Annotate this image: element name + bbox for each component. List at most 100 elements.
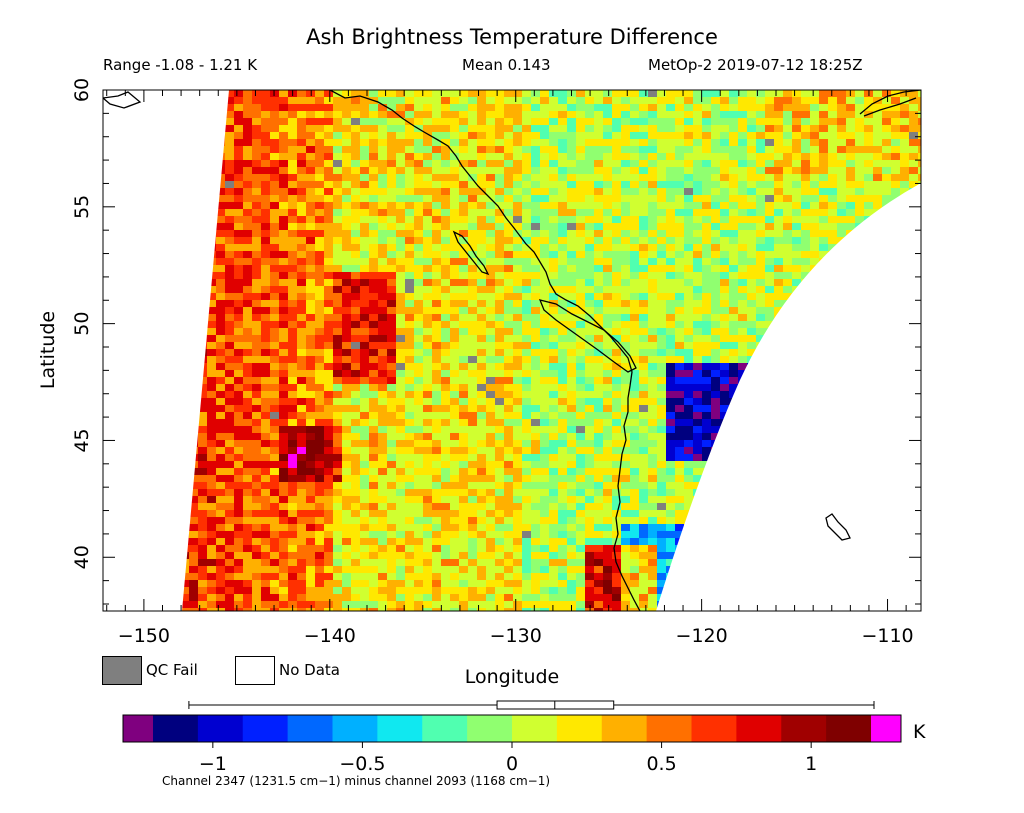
swath-cell <box>513 370 522 377</box>
swath-cell <box>702 230 711 237</box>
swath-cell <box>378 356 387 363</box>
swath-cell <box>513 146 522 153</box>
swath-cell <box>585 412 594 419</box>
swath-cell <box>432 223 441 230</box>
swath-cell <box>324 146 333 153</box>
swath-cell <box>531 279 540 286</box>
swath-cell <box>657 405 666 412</box>
swath-cell <box>594 349 603 356</box>
swath-cell <box>792 146 801 153</box>
swath-cell <box>675 118 684 125</box>
swath-cell <box>684 97 693 104</box>
swath-cell <box>252 195 261 202</box>
swath-cell <box>621 244 630 251</box>
swath-cell <box>477 160 486 167</box>
swath-cell <box>360 398 369 405</box>
swath-cell <box>729 125 738 132</box>
swath-cell <box>459 97 468 104</box>
swath-cell <box>216 223 225 230</box>
swath-cell <box>918 461 921 468</box>
swath-cell <box>207 202 216 209</box>
swath-cell <box>297 153 306 160</box>
swath-cell <box>279 475 288 482</box>
swath-cell <box>513 174 522 181</box>
swath-cell <box>378 307 387 314</box>
swath-cell <box>279 412 288 419</box>
swath-cell <box>414 335 423 342</box>
swath-cell <box>270 146 279 153</box>
swath-cell <box>846 489 855 496</box>
swath-cell <box>819 307 828 314</box>
swath-cell <box>405 230 414 237</box>
swath-cell <box>270 405 279 412</box>
swath-cell <box>666 97 675 104</box>
swath-cell <box>873 146 882 153</box>
swath-cell <box>540 370 549 377</box>
swath-cell <box>477 377 486 384</box>
swath-cell <box>369 433 378 440</box>
swath-cell <box>315 328 324 335</box>
swath-cell <box>351 153 360 160</box>
swath-cell <box>459 468 468 475</box>
swath-cell <box>306 482 315 489</box>
swath-cell <box>423 356 432 363</box>
swath-cell <box>324 272 333 279</box>
swath-cell <box>846 258 855 265</box>
swath-cell <box>882 174 891 181</box>
swath-cell <box>603 370 612 377</box>
swath-cell <box>342 468 351 475</box>
swath-cell <box>675 489 684 496</box>
swath-cell <box>864 209 873 216</box>
swath-cell <box>612 356 621 363</box>
swath-cell <box>720 188 729 195</box>
swath-cell <box>801 503 810 510</box>
swath-cell <box>540 132 549 139</box>
swath-cell <box>720 426 729 433</box>
swath-cell <box>378 440 387 447</box>
swath-cell <box>837 216 846 223</box>
swath-cell <box>207 279 216 286</box>
swath-cell <box>504 286 513 293</box>
swath-cell <box>612 202 621 209</box>
swath-cell <box>387 475 396 482</box>
swath-cell <box>513 237 522 244</box>
swath-cell <box>342 398 351 405</box>
swath-cell <box>846 279 855 286</box>
swath-cell <box>360 125 369 132</box>
swath-cell <box>909 160 918 167</box>
swath-cell <box>324 118 333 125</box>
swath-cell <box>342 412 351 419</box>
swath-cell <box>504 426 513 433</box>
swath-cell <box>405 356 414 363</box>
swath-cell <box>369 349 378 356</box>
swath-cell <box>315 132 324 139</box>
swath-cell <box>261 335 270 342</box>
swath-cell <box>468 447 477 454</box>
swath-cell <box>513 440 522 447</box>
swath-cell <box>261 216 270 223</box>
swath-cell <box>450 258 459 265</box>
swath-cell <box>756 188 765 195</box>
swath-cell <box>738 363 747 370</box>
swath-cell <box>396 461 405 468</box>
swath-cell <box>360 293 369 300</box>
swath-cell <box>216 349 225 356</box>
swath-cell <box>576 160 585 167</box>
swath-cell <box>900 167 909 174</box>
swath-cell <box>828 496 837 503</box>
swath-cell <box>513 265 522 272</box>
swath-cell <box>468 202 477 209</box>
swath-cell <box>657 391 666 398</box>
swath-cell <box>594 412 603 419</box>
swath-cell <box>189 314 198 321</box>
swath-cell <box>558 251 567 258</box>
swath-cell <box>360 307 369 314</box>
swath-cell <box>252 468 261 475</box>
swath-cell <box>666 370 675 377</box>
swath-cell <box>666 258 675 265</box>
swath-cell <box>387 181 396 188</box>
swath-cell <box>891 223 900 230</box>
swath-cell <box>549 230 558 237</box>
swath-cell <box>369 447 378 454</box>
swath-cell <box>702 272 711 279</box>
